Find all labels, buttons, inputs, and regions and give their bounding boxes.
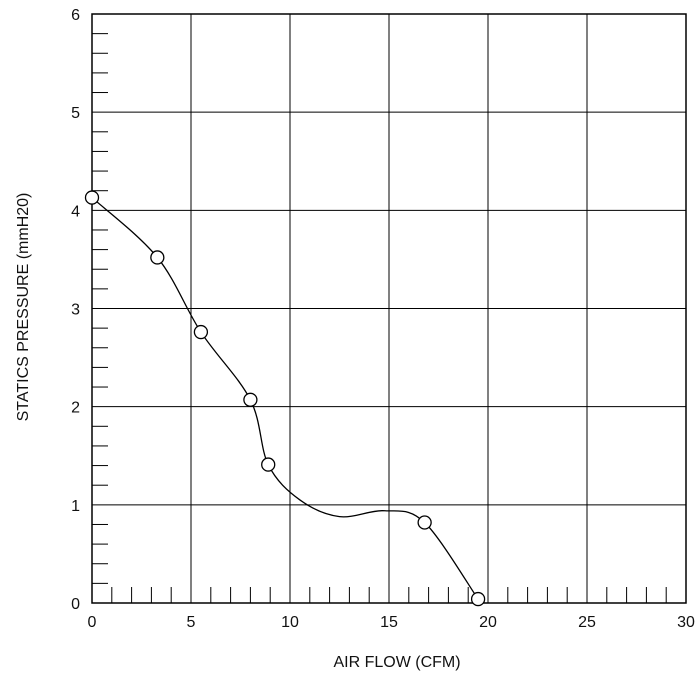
data-point	[150, 250, 165, 265]
data-point	[417, 515, 432, 530]
data-point	[243, 392, 258, 407]
y-tick-labels: 0 1 2 3 4 5 6	[71, 7, 80, 613]
minor-ticks	[92, 33, 667, 603]
x-tick-label: 15	[380, 614, 398, 631]
data-markers	[84, 190, 486, 607]
x-tick-label: 0	[88, 614, 97, 631]
grid-lines	[92, 14, 686, 603]
x-axis-title: AIR FLOW (CFM)	[333, 654, 460, 671]
x-tick-labels: 0 5 10 15 20 25 30	[88, 614, 695, 631]
x-tick-label: 30	[677, 614, 695, 631]
y-tick-label: 4	[71, 203, 80, 220]
y-tick-label: 6	[71, 7, 80, 24]
y-tick-label: 0	[71, 596, 80, 613]
data-point	[193, 324, 209, 340]
y-tick-label: 1	[71, 498, 80, 515]
y-axis-title: STATICS PRESSURE (mmH20)	[15, 193, 32, 422]
x-tick-label: 20	[479, 614, 497, 631]
plot-frame	[91, 13, 687, 604]
x-tick-label: 5	[187, 614, 196, 631]
data-point	[470, 591, 486, 607]
data-point	[261, 457, 276, 472]
data-point	[84, 190, 100, 205]
series-line	[91, 197, 479, 600]
x-tick-label: 10	[281, 614, 299, 631]
y-tick-label: 3	[71, 302, 80, 319]
y-tick-label: 5	[71, 105, 80, 122]
x-tick-label: 25	[578, 614, 596, 631]
y-tick-label: 2	[71, 400, 80, 417]
